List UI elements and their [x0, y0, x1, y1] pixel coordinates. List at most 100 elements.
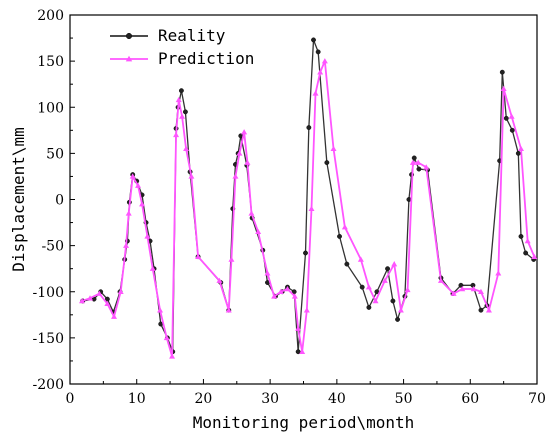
y-axis-title: Displacement\mm	[9, 127, 28, 272]
series-prediction	[79, 58, 538, 359]
y-tick-label: 50	[46, 146, 64, 162]
data-point	[295, 325, 302, 331]
data-point	[321, 58, 328, 64]
data-point	[391, 261, 398, 267]
data-point	[390, 298, 396, 304]
data-point	[291, 289, 297, 295]
data-point	[518, 233, 524, 239]
data-point	[517, 145, 524, 152]
x-tick-label: 60	[461, 391, 479, 407]
data-point	[284, 285, 291, 292]
data-point	[508, 113, 515, 119]
data-point	[295, 349, 301, 355]
y-tick-label: 100	[37, 100, 64, 116]
data-point	[225, 307, 232, 313]
data-point	[157, 307, 164, 313]
data-point	[458, 282, 464, 288]
data-point	[303, 307, 310, 313]
data-point	[232, 173, 239, 179]
data-point	[182, 109, 188, 115]
data-point	[485, 307, 492, 313]
data-point	[139, 201, 146, 207]
data-point	[236, 150, 243, 156]
data-point	[144, 233, 151, 239]
data-point	[531, 253, 538, 259]
x-tick-label: 0	[66, 391, 75, 407]
x-tick-label: 70	[528, 391, 546, 407]
data-point	[96, 290, 103, 296]
data-point	[524, 238, 531, 244]
x-tick-label: 30	[261, 391, 279, 407]
y-tick-label: -200	[33, 377, 64, 393]
data-point	[311, 37, 316, 43]
data-point	[79, 297, 85, 304]
data-point	[173, 131, 180, 138]
y-tick-label: -150	[33, 331, 64, 347]
data-point	[470, 282, 476, 288]
data-point	[104, 300, 111, 306]
data-point	[129, 173, 136, 179]
data-point	[450, 290, 457, 296]
data-point	[291, 293, 298, 299]
legend-label: Prediction	[158, 49, 254, 68]
data-point	[509, 127, 515, 133]
plot-frame	[69, 14, 538, 385]
legend-item-prediction: Prediction	[110, 49, 254, 68]
data-point	[169, 353, 176, 359]
data-point	[271, 293, 278, 299]
x-tick-label: 50	[395, 391, 413, 407]
data-point	[341, 224, 348, 230]
data-point	[365, 284, 372, 290]
data-point	[409, 159, 416, 165]
data-point	[500, 85, 507, 92]
data-point	[503, 115, 509, 121]
data-point	[397, 307, 404, 313]
data-point	[523, 250, 529, 256]
data-point	[111, 313, 118, 319]
x-tick-label: 10	[128, 391, 146, 407]
data-point	[125, 32, 133, 40]
series-line	[82, 39, 535, 352]
data-point	[123, 242, 130, 248]
data-point	[175, 96, 182, 103]
data-point	[499, 69, 505, 75]
data-point	[495, 270, 502, 276]
y-tick-label: -100	[33, 285, 64, 301]
data-point	[372, 297, 379, 304]
data-point	[117, 288, 124, 294]
data-point	[395, 316, 401, 322]
data-point	[477, 288, 484, 294]
data-point	[470, 285, 477, 292]
data-point	[308, 205, 315, 211]
data-point	[515, 150, 521, 156]
data-point	[366, 304, 372, 310]
y-tick-label: -50	[41, 239, 64, 255]
y-tick-label: 150	[37, 54, 64, 70]
data-point	[264, 270, 271, 276]
data-point	[324, 160, 330, 166]
x-axis-title: Monitoring period\month	[193, 413, 415, 432]
data-point	[415, 159, 422, 165]
x-tick-label: 40	[328, 391, 346, 407]
series-reality	[80, 37, 537, 355]
data-point	[241, 129, 248, 135]
data-point	[183, 145, 190, 152]
data-point	[163, 334, 170, 341]
data-point	[315, 49, 321, 55]
data-point	[423, 164, 430, 170]
axes: 0 10 20 30 40 50 60 70 -200 -150 -100 -50 0 50 100 150 2…	[33, 8, 546, 407]
data-point	[179, 113, 186, 119]
data-point	[317, 69, 324, 75]
data-point	[459, 285, 466, 292]
legend-label: Reality	[158, 26, 226, 45]
data-point	[149, 265, 156, 271]
data-point	[416, 166, 422, 172]
data-point	[87, 295, 94, 301]
data-point	[306, 125, 312, 130]
legend: Reality Prediction	[110, 26, 254, 68]
data-point	[344, 261, 350, 267]
data-point	[216, 277, 223, 283]
y-tick-label: 0	[55, 193, 64, 209]
data-point	[188, 173, 195, 179]
